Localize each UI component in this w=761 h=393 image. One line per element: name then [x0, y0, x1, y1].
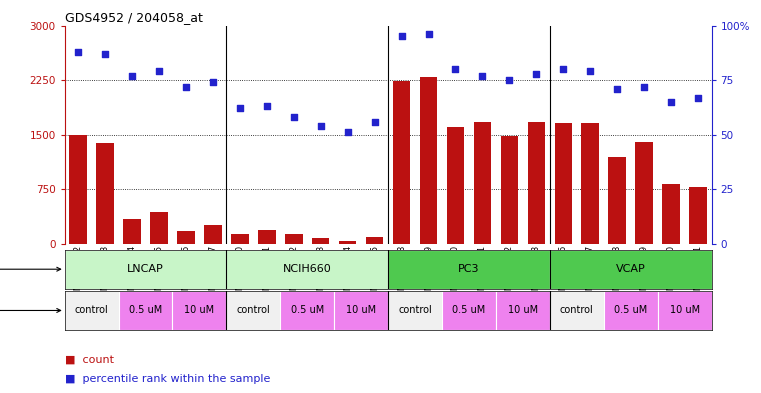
Bar: [550, 250, 712, 289]
Bar: [501, 136, 518, 244]
Bar: [227, 250, 388, 289]
Text: 0.5 uM: 0.5 uM: [291, 305, 324, 316]
Point: [692, 94, 704, 101]
Bar: [173, 291, 227, 330]
Bar: [527, 122, 545, 244]
Bar: [496, 291, 550, 330]
Point: [530, 70, 543, 77]
Bar: [231, 234, 249, 244]
Bar: [442, 291, 496, 330]
Bar: [69, 135, 87, 244]
Point: [288, 114, 300, 120]
Point: [611, 86, 623, 92]
Point: [180, 83, 192, 90]
Text: LNCAP: LNCAP: [127, 264, 164, 274]
Bar: [420, 77, 438, 244]
Bar: [334, 291, 388, 330]
Text: NCIH660: NCIH660: [283, 264, 332, 274]
Bar: [177, 231, 195, 244]
Bar: [393, 81, 410, 244]
Text: GDS4952 / 204058_at: GDS4952 / 204058_at: [65, 11, 202, 24]
Text: PC3: PC3: [458, 264, 479, 274]
Text: dose: dose: [0, 305, 61, 316]
Point: [126, 73, 139, 79]
Point: [638, 83, 650, 90]
Point: [234, 105, 246, 112]
Bar: [555, 123, 572, 244]
Bar: [204, 226, 221, 244]
Text: VCAP: VCAP: [616, 264, 645, 274]
Point: [342, 129, 354, 136]
Bar: [97, 143, 114, 244]
Text: 0.5 uM: 0.5 uM: [452, 305, 486, 316]
Bar: [65, 291, 119, 330]
Point: [557, 66, 569, 72]
Bar: [388, 250, 550, 289]
Bar: [280, 291, 334, 330]
Bar: [65, 250, 227, 289]
Bar: [339, 241, 356, 244]
Point: [368, 118, 380, 125]
Point: [665, 99, 677, 105]
Point: [422, 31, 435, 37]
Text: 0.5 uM: 0.5 uM: [614, 305, 648, 316]
Bar: [388, 291, 442, 330]
Bar: [689, 187, 707, 244]
Point: [207, 79, 219, 85]
Text: ■  percentile rank within the sample: ■ percentile rank within the sample: [65, 374, 270, 384]
Point: [99, 51, 111, 57]
Bar: [227, 291, 280, 330]
Text: control: control: [560, 305, 594, 316]
Text: control: control: [398, 305, 432, 316]
Text: control: control: [237, 305, 270, 316]
Bar: [550, 291, 603, 330]
Bar: [635, 142, 653, 244]
Bar: [603, 291, 658, 330]
Bar: [285, 234, 303, 244]
Point: [72, 49, 84, 55]
Point: [153, 68, 165, 75]
Text: ■  count: ■ count: [65, 354, 113, 365]
Point: [503, 77, 515, 83]
Text: 10 uM: 10 uM: [508, 305, 538, 316]
Bar: [473, 121, 491, 244]
Point: [314, 123, 326, 129]
Text: 10 uM: 10 uM: [346, 305, 376, 316]
Bar: [150, 212, 167, 244]
Bar: [662, 184, 680, 244]
Bar: [658, 291, 712, 330]
Bar: [447, 127, 464, 244]
Bar: [609, 157, 626, 244]
Point: [396, 33, 408, 40]
Point: [476, 73, 489, 79]
Point: [584, 68, 597, 75]
Text: control: control: [75, 305, 109, 316]
Bar: [312, 238, 330, 244]
Bar: [366, 237, 384, 244]
Bar: [258, 230, 275, 244]
Text: 0.5 uM: 0.5 uM: [129, 305, 162, 316]
Bar: [123, 219, 141, 244]
Text: cell line: cell line: [0, 264, 61, 274]
Point: [450, 66, 462, 72]
Text: 10 uM: 10 uM: [670, 305, 699, 316]
Point: [261, 103, 273, 109]
Bar: [581, 123, 599, 244]
Text: 10 uM: 10 uM: [184, 305, 215, 316]
Bar: [119, 291, 173, 330]
